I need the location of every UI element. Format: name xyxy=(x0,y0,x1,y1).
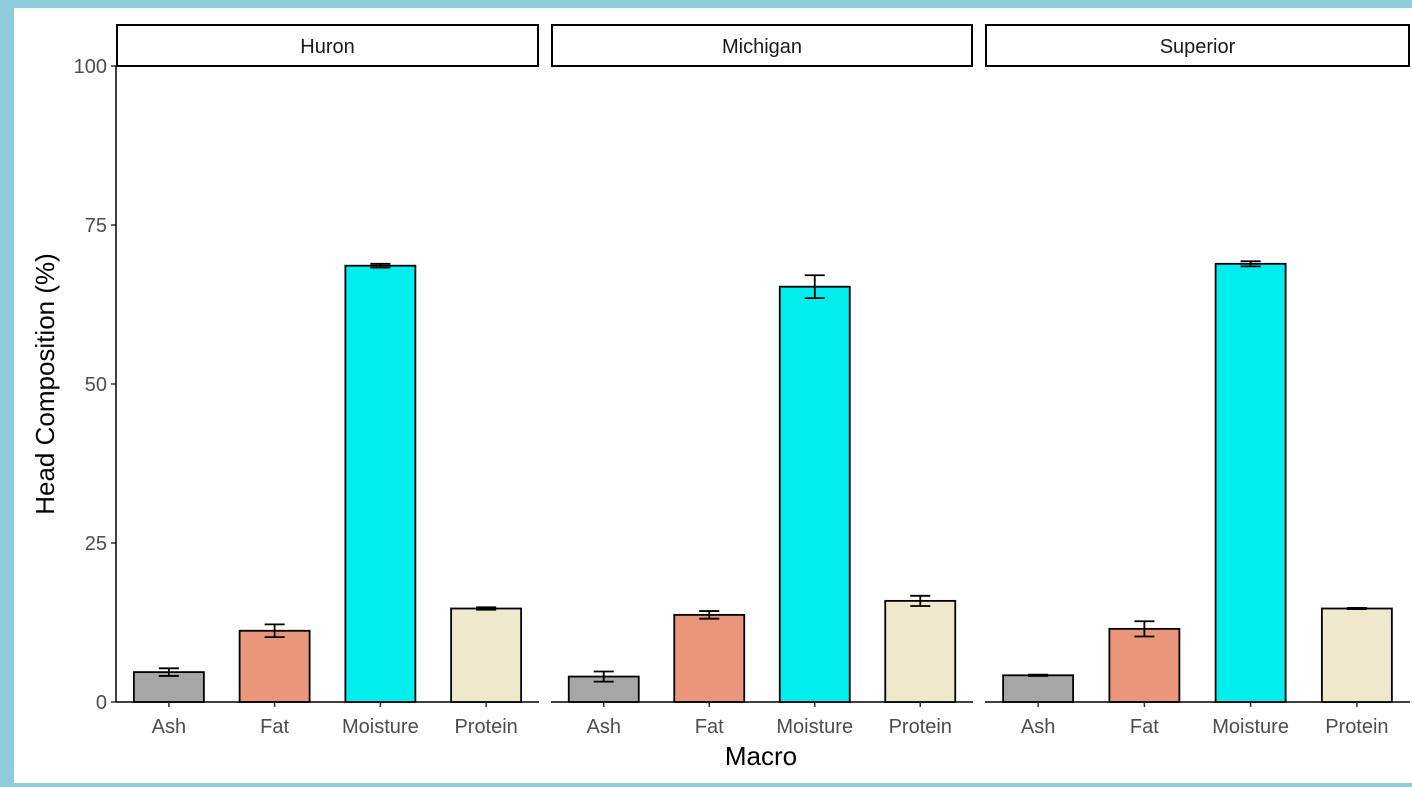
x-tick-label: Protein xyxy=(889,716,952,738)
facet-strip xyxy=(551,24,973,67)
bar-michigan-protein xyxy=(884,599,957,703)
x-tick-label: Fat xyxy=(695,716,724,738)
facet-label: Michigan xyxy=(722,36,802,58)
facet-label: Huron xyxy=(300,36,354,58)
x-tick-label: Moisture xyxy=(342,716,419,738)
x-tick-label: Fat xyxy=(1130,716,1159,738)
y-tick-label: 50 xyxy=(85,374,107,396)
bar-huron-moisture xyxy=(344,264,417,703)
bar-superior-protein xyxy=(1320,607,1393,703)
facet-strip xyxy=(116,24,539,67)
chart-frame: 0 25 50 75 100 Head Composition (%) Macro Huron… xyxy=(14,8,1412,783)
y-tick-label: 0 xyxy=(96,692,107,714)
bar-huron-ash xyxy=(132,671,205,703)
x-tick-label: Ash xyxy=(587,716,621,738)
x-tick-label: Protein xyxy=(1325,716,1388,738)
bar-michigan-fat xyxy=(673,613,746,703)
x-tick-label: Protein xyxy=(454,716,517,738)
x-tick-label: Fat xyxy=(260,716,289,738)
x-tick-label: Moisture xyxy=(1212,716,1289,738)
faceted-bar-chart: 0 25 50 75 100 Head Composition (%) Macro Huron… xyxy=(30,24,1410,771)
bar-superior-moisture xyxy=(1214,262,1287,703)
bar-superior-ash xyxy=(1002,674,1075,703)
bar-superior-fat xyxy=(1108,627,1181,703)
y-axis-title: Head Composition (%) xyxy=(30,253,60,515)
facet-label: Superior xyxy=(1160,36,1236,58)
x-tick-label: Ash xyxy=(152,716,186,738)
x-tick-label: Ash xyxy=(1021,716,1055,738)
x-tick-label: Moisture xyxy=(776,716,853,738)
y-tick-label: 100 xyxy=(74,56,107,78)
y-tick-label: 25 xyxy=(85,533,107,555)
x-axis-title: Macro xyxy=(725,741,797,771)
bar-michigan-moisture xyxy=(778,285,851,703)
y-tick-label: 75 xyxy=(85,215,107,237)
bar-huron-protein xyxy=(450,607,523,703)
bar-huron-fat xyxy=(238,629,311,703)
facet-strip xyxy=(985,24,1410,67)
